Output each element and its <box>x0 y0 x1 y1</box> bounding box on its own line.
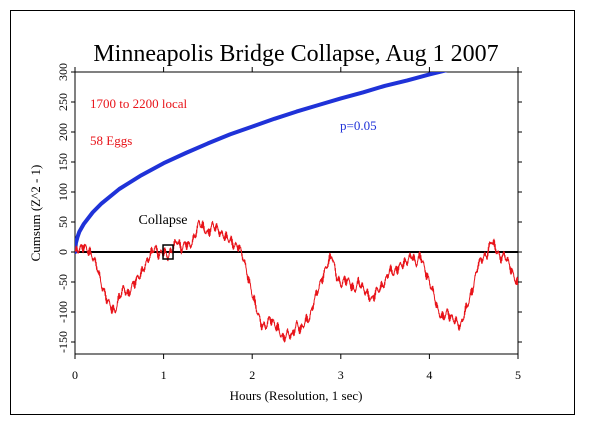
y-tick-label: 250 <box>56 93 70 111</box>
y-tick-label: 100 <box>56 183 70 201</box>
x-tick-label: 2 <box>249 368 255 382</box>
x-tick-label: 3 <box>338 368 344 382</box>
y-tick-label: 300 <box>56 63 70 81</box>
plot-area <box>74 71 519 355</box>
y-axis-label: Cumsum (Z^2 - 1) <box>28 165 43 262</box>
y-axis: -150 -100 -50 0 50 100 150 200 250 300 <box>56 63 522 353</box>
x-axis-label: Hours (Resolution, 1 sec) <box>230 388 363 403</box>
x-tick-label: 4 <box>426 368 432 382</box>
y-tick-label: -50 <box>56 274 70 290</box>
chart-title: Minneapolis Bridge Collapse, Aug 1 2007 <box>93 41 498 67</box>
y-tick-label: 50 <box>56 216 70 228</box>
y-tick-label: -150 <box>56 331 70 353</box>
collapse-annotation: Collapse <box>139 213 188 228</box>
chart-frame <box>10 10 575 415</box>
cumsum-series-line <box>75 219 518 343</box>
collapse-event-marker <box>162 244 174 260</box>
y-tick-label: 150 <box>56 153 70 171</box>
x-tick-label: 5 <box>515 368 521 382</box>
y-tick-label: 0 <box>56 249 70 255</box>
x-tick-label: 1 <box>161 368 167 382</box>
time-window-annotation: 1700 to 2200 local <box>90 96 188 111</box>
eggs-count-annotation: 58 Eggs <box>90 133 132 148</box>
y-tick-label: 200 <box>56 123 70 141</box>
significance-curve <box>75 72 448 254</box>
x-axis: 0 1 2 3 4 5 <box>72 67 521 382</box>
y-tick-label: -100 <box>56 301 70 323</box>
x-tick-label: 0 <box>72 368 78 382</box>
significance-annotation: p=0.05 <box>340 118 377 133</box>
